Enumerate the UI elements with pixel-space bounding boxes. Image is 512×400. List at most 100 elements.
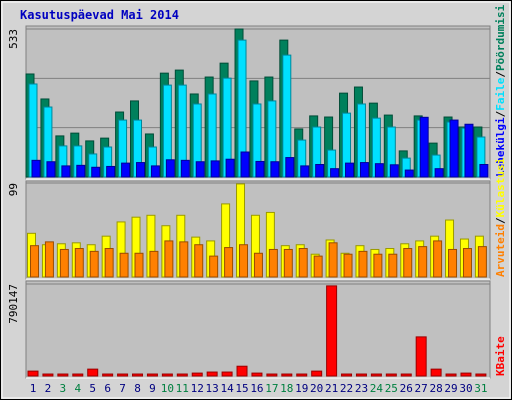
bar: [30, 245, 39, 278]
bar: [104, 248, 114, 278]
bar: [283, 248, 293, 278]
bar: [479, 164, 489, 178]
bar: [355, 373, 367, 377]
bar: [434, 168, 444, 178]
bar: [345, 162, 355, 178]
bar: [330, 168, 340, 178]
bar: [359, 162, 369, 178]
x-tick-label: 27: [415, 382, 428, 395]
bar: [253, 252, 263, 278]
bar: [76, 164, 86, 178]
bar: [255, 160, 265, 178]
legend: Arvuteid/Külastusi: [494, 157, 507, 277]
plot-area: [25, 280, 491, 379]
bar: [343, 253, 353, 278]
bar: [225, 158, 235, 178]
bar: [464, 123, 474, 178]
bar: [400, 373, 412, 377]
bar: [311, 370, 323, 377]
bar: [191, 372, 203, 377]
bar: [281, 373, 293, 377]
x-tick-label: 7: [119, 382, 126, 395]
bar: [91, 166, 101, 178]
bar: [27, 370, 39, 377]
bar: [388, 253, 398, 278]
bar: [164, 240, 174, 278]
bar: [121, 162, 131, 178]
bar: [430, 368, 442, 377]
x-tick-label: 12: [191, 382, 204, 395]
x-tick-label: 24: [370, 382, 384, 395]
legend-separator: /: [494, 217, 507, 224]
bar: [87, 368, 99, 377]
bar: [433, 240, 443, 278]
bar: [44, 241, 54, 278]
x-tick-label: 26: [400, 382, 413, 395]
bar: [165, 159, 175, 178]
legend-entry: Lehekülgi: [494, 117, 507, 177]
x-tick-label: 15: [235, 382, 248, 395]
bar: [42, 373, 54, 377]
bar: [221, 371, 233, 377]
bar: [475, 373, 487, 377]
x-tick-label: 17: [265, 382, 278, 395]
y-tick-label: 790147: [7, 284, 20, 324]
legend-separator: /: [494, 71, 507, 78]
bar: [72, 373, 84, 377]
x-tick-label: 23: [355, 382, 368, 395]
bar: [89, 250, 99, 278]
x-tick-label: 31: [474, 382, 487, 395]
bar: [149, 250, 159, 278]
bar: [119, 252, 129, 278]
x-tick-label: 11: [176, 382, 189, 395]
bar: [370, 373, 382, 377]
bar: [206, 371, 218, 377]
bar: [415, 336, 427, 377]
legend-entry: Arvuteid: [494, 224, 507, 277]
x-tick-label: 10: [161, 382, 174, 395]
x-tick-label: 25: [385, 382, 398, 395]
legend-entry: KBaite: [494, 336, 507, 376]
bar: [460, 372, 472, 377]
y-tick-label: 533: [7, 29, 20, 49]
x-tick-label: 14: [220, 382, 234, 395]
chart-title: Kasutuspäevad Mai 2014: [20, 8, 179, 22]
legend-separator: /: [494, 110, 507, 117]
bar: [385, 373, 397, 377]
x-tick-label: 3: [60, 382, 67, 395]
x-tick-label: 5: [89, 382, 96, 395]
bar: [270, 161, 280, 178]
bar: [449, 119, 459, 178]
bar: [74, 248, 84, 278]
bar: [59, 248, 69, 278]
x-tick-label: 21: [325, 382, 338, 395]
bar: [136, 162, 146, 178]
bar: [315, 164, 325, 178]
bar: [341, 373, 353, 377]
bar: [358, 250, 368, 278]
legend-entry: Külastusi: [494, 157, 507, 217]
x-tick-label: 2: [45, 382, 52, 395]
legend-entry: Faile: [494, 77, 507, 110]
bar: [240, 151, 250, 178]
bar: [102, 373, 114, 377]
bar: [117, 373, 129, 377]
bar: [268, 248, 278, 278]
x-tick-label: 13: [206, 382, 219, 395]
x-tick-label: 19: [295, 382, 308, 395]
legend: KBaite: [494, 336, 507, 376]
bar: [224, 247, 234, 278]
bar: [161, 373, 173, 377]
x-tick-label: 20: [310, 382, 323, 395]
bar: [477, 246, 487, 278]
x-tick-label: 22: [340, 382, 353, 395]
x-tick-label: 9: [149, 382, 156, 395]
bar: [419, 116, 429, 178]
bar: [176, 373, 188, 377]
bar: [46, 161, 56, 178]
bar: [146, 373, 158, 377]
bar: [134, 252, 144, 278]
